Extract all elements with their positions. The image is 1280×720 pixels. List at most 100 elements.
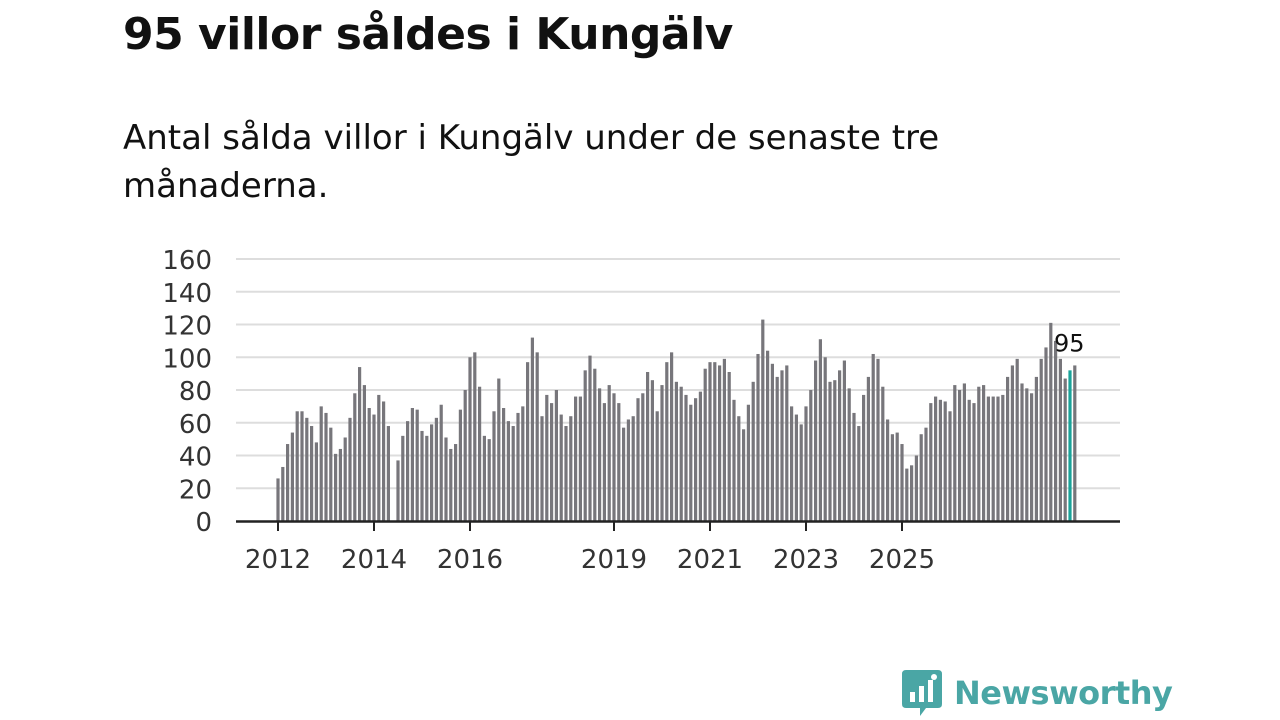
bar bbox=[727, 371, 731, 521]
newsworthy-logo-icon bbox=[902, 670, 942, 716]
bar bbox=[977, 386, 981, 521]
bar bbox=[286, 444, 290, 521]
x-tick-label-2021: 2021 bbox=[677, 545, 743, 575]
bar bbox=[348, 417, 352, 521]
bar bbox=[799, 424, 803, 521]
bar bbox=[838, 370, 842, 521]
bar bbox=[804, 406, 808, 521]
bar bbox=[934, 396, 938, 521]
bar bbox=[612, 393, 616, 521]
bar bbox=[593, 368, 597, 521]
bar bbox=[559, 414, 563, 521]
bar bbox=[1015, 358, 1019, 521]
bar bbox=[377, 394, 381, 521]
bar bbox=[511, 426, 515, 521]
bar bbox=[396, 460, 400, 521]
bar bbox=[295, 411, 299, 521]
bar bbox=[319, 406, 323, 521]
bar bbox=[905, 468, 909, 521]
bar bbox=[814, 360, 818, 521]
chart-subtitle: Antal sålda villor i Kungälv under de se… bbox=[123, 118, 940, 206]
bar bbox=[410, 408, 414, 521]
x-tick-label-2025: 2025 bbox=[869, 545, 935, 575]
y-tick-label-0: 0 bbox=[195, 508, 212, 538]
bar bbox=[449, 448, 453, 521]
y-tick-label-160: 160 bbox=[162, 246, 212, 276]
bar bbox=[910, 465, 914, 521]
bar bbox=[521, 406, 525, 521]
bar bbox=[857, 426, 861, 521]
bar bbox=[689, 404, 693, 521]
bar bbox=[986, 396, 990, 521]
bar bbox=[362, 385, 366, 521]
y-tick-label-140: 140 bbox=[162, 279, 212, 309]
bar bbox=[535, 352, 539, 521]
bar bbox=[631, 416, 635, 521]
bar bbox=[722, 358, 726, 521]
bar bbox=[622, 427, 626, 521]
bar bbox=[660, 385, 664, 521]
bar bbox=[468, 357, 472, 521]
bars bbox=[276, 319, 1077, 521]
bar bbox=[305, 417, 309, 521]
bar bbox=[1001, 394, 1005, 521]
bar bbox=[948, 411, 952, 521]
bar bbox=[473, 352, 477, 521]
bar bbox=[674, 381, 678, 521]
bar bbox=[780, 370, 784, 521]
x-tick-label-2019: 2019 bbox=[581, 545, 647, 575]
bar bbox=[439, 404, 443, 521]
bar bbox=[785, 365, 789, 521]
bar bbox=[290, 432, 294, 521]
bar bbox=[372, 414, 376, 521]
bar bbox=[530, 337, 534, 521]
bar bbox=[554, 390, 558, 521]
bar bbox=[598, 388, 602, 521]
bar bbox=[1034, 376, 1038, 521]
bar bbox=[329, 427, 333, 521]
bar bbox=[502, 408, 506, 521]
y-tick-label-80: 80 bbox=[179, 377, 212, 407]
bar bbox=[876, 358, 880, 521]
bar bbox=[276, 478, 280, 521]
chart-title: 95 villor såldes i Kungälv bbox=[123, 9, 733, 60]
bar bbox=[492, 411, 496, 521]
bar bbox=[972, 403, 976, 521]
bar bbox=[338, 448, 342, 521]
bar bbox=[425, 435, 429, 521]
bar bbox=[1073, 365, 1077, 521]
bar bbox=[775, 376, 779, 521]
bar bbox=[1006, 376, 1010, 521]
bar bbox=[890, 434, 894, 521]
bar bbox=[497, 378, 501, 521]
bar bbox=[828, 381, 832, 521]
bar bbox=[900, 444, 904, 521]
bar bbox=[324, 412, 328, 521]
bar bbox=[569, 416, 573, 521]
bar bbox=[550, 403, 554, 521]
bar bbox=[713, 362, 717, 521]
bar bbox=[967, 399, 971, 521]
bar bbox=[487, 439, 491, 521]
bar bbox=[1054, 340, 1058, 521]
bar bbox=[382, 401, 386, 521]
bar bbox=[670, 352, 674, 521]
bar bbox=[871, 353, 875, 521]
bar bbox=[415, 409, 419, 521]
bar bbox=[574, 396, 578, 521]
bar bbox=[626, 419, 630, 521]
bar bbox=[300, 411, 304, 521]
bar bbox=[708, 362, 712, 521]
bar bbox=[1025, 388, 1029, 521]
bar bbox=[809, 390, 813, 521]
bar bbox=[847, 388, 851, 521]
bar bbox=[766, 350, 770, 521]
bar bbox=[790, 406, 794, 521]
bar bbox=[962, 383, 966, 521]
bar bbox=[506, 421, 510, 521]
bar bbox=[478, 386, 482, 521]
bar-highlight bbox=[1068, 370, 1072, 521]
bar bbox=[694, 398, 698, 521]
bar bbox=[454, 444, 458, 521]
bar bbox=[929, 403, 933, 521]
